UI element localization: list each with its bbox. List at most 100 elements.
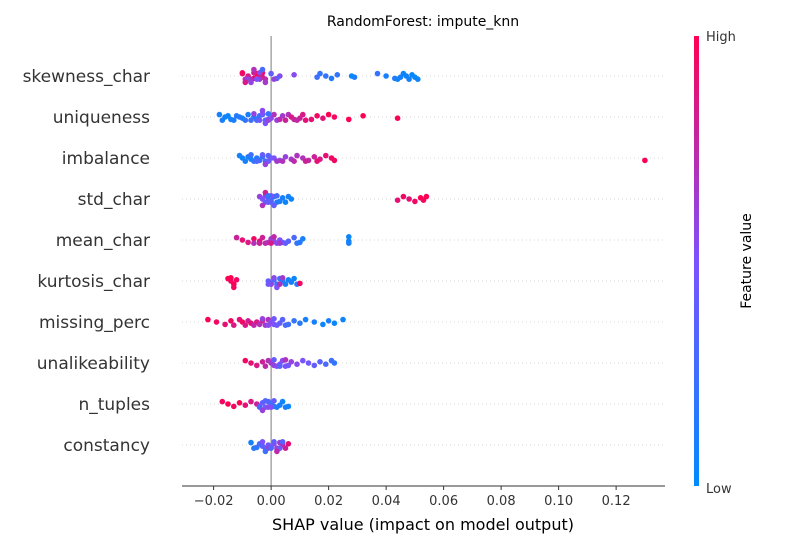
shap-point: [334, 72, 341, 78]
shap-point: [205, 316, 211, 323]
shap-point: [242, 357, 249, 364]
shap-point: [277, 363, 283, 370]
shap-point: [346, 116, 352, 123]
feature-label: kurtosis_char: [37, 272, 150, 292]
shap-point: [317, 359, 323, 365]
shap-point: [300, 357, 306, 364]
shap-point: [271, 316, 277, 322]
shap-point: [219, 117, 226, 123]
shap-point: [302, 158, 309, 164]
feature-label: constancy: [63, 436, 150, 456]
shap-point: [311, 319, 318, 325]
shap-point: [262, 398, 269, 404]
shap-point: [346, 240, 352, 246]
shap-point: [331, 360, 338, 366]
shap-point: [248, 79, 254, 86]
shap-point: [279, 316, 286, 323]
shap-point: [394, 197, 401, 203]
shap-point: [328, 75, 335, 82]
shap-point: [228, 275, 234, 281]
colorbar-low-label: Low: [706, 482, 732, 497]
shap-point: [423, 193, 430, 200]
x-tick-label: 0.12: [602, 494, 631, 509]
shap-point: [256, 240, 263, 246]
shap-point: [277, 240, 283, 246]
chart-title: RandomForest: impute_knn: [327, 14, 519, 30]
feature-label: std_char: [78, 190, 150, 210]
feature-label: mean_char: [56, 231, 150, 251]
shap-point: [274, 193, 280, 199]
shap-point: [265, 193, 272, 199]
shap-point: [242, 322, 249, 329]
shap-point: [259, 107, 266, 114]
shap-point: [308, 116, 315, 123]
shap-point: [259, 152, 266, 158]
shap-point: [216, 111, 223, 118]
feature-label: unalikeability: [37, 354, 150, 374]
shap-point: [383, 73, 389, 79]
x-tick-label: 0.06: [429, 494, 458, 509]
shap-point: [256, 117, 263, 123]
shap-point: [248, 439, 254, 446]
shap-point: [302, 117, 309, 123]
shap-point: [262, 363, 269, 370]
shap-point: [265, 322, 272, 329]
shap-point: [360, 113, 366, 119]
shap-point: [300, 236, 306, 242]
shap-point: [331, 157, 338, 164]
shap-point: [642, 157, 648, 164]
shap-point: [259, 234, 266, 241]
shap-point: [268, 240, 274, 246]
shap-point: [271, 76, 277, 82]
shap-point: [271, 398, 277, 404]
shap-point: [291, 72, 297, 78]
x-tick-label: 0.10: [544, 494, 573, 509]
shap-point: [271, 439, 277, 445]
shap-point: [279, 398, 286, 405]
shap-point: [245, 111, 251, 118]
shap-point: [412, 198, 418, 205]
shap-point: [346, 234, 352, 240]
shap-point: [291, 275, 297, 282]
shap-point: [213, 319, 220, 325]
shap-point: [253, 158, 260, 164]
colorbar-title: Feature value: [739, 213, 755, 309]
shap-point: [245, 239, 251, 246]
feature-label: missing_perc: [39, 313, 150, 333]
shap-point: [314, 113, 320, 119]
shap-point: [320, 115, 326, 121]
shap-point: [279, 158, 286, 164]
shap-point: [271, 111, 277, 118]
shap-point: [325, 111, 332, 118]
shap-point: [253, 362, 260, 369]
shap-point: [302, 316, 309, 323]
shap-point: [262, 448, 269, 455]
x-tick-label: 0.08: [487, 494, 516, 509]
shap-point: [271, 275, 277, 281]
shap-point: [300, 111, 306, 118]
shap-point: [415, 76, 421, 82]
shap-point: [279, 275, 286, 281]
shap-point: [297, 320, 303, 327]
shap-point: [282, 199, 289, 205]
shap-point: [228, 318, 234, 324]
shap-point: [222, 321, 228, 328]
shap-point: [291, 318, 297, 324]
shap-point: [400, 193, 407, 200]
shap-point: [253, 76, 260, 82]
feature-label: skewness_char: [23, 67, 150, 87]
shap-point: [325, 318, 332, 324]
colorbar: [694, 36, 699, 486]
shap-point: [251, 236, 257, 242]
shap-point: [294, 361, 300, 368]
shap-point: [271, 234, 277, 240]
shap-point: [331, 114, 338, 120]
shap-point: [248, 360, 254, 366]
feature-label: n_tuples: [78, 395, 150, 415]
shap-point: [374, 70, 381, 77]
shap-point: [233, 277, 240, 283]
shap-point: [225, 113, 231, 119]
shap-point: [268, 70, 274, 77]
